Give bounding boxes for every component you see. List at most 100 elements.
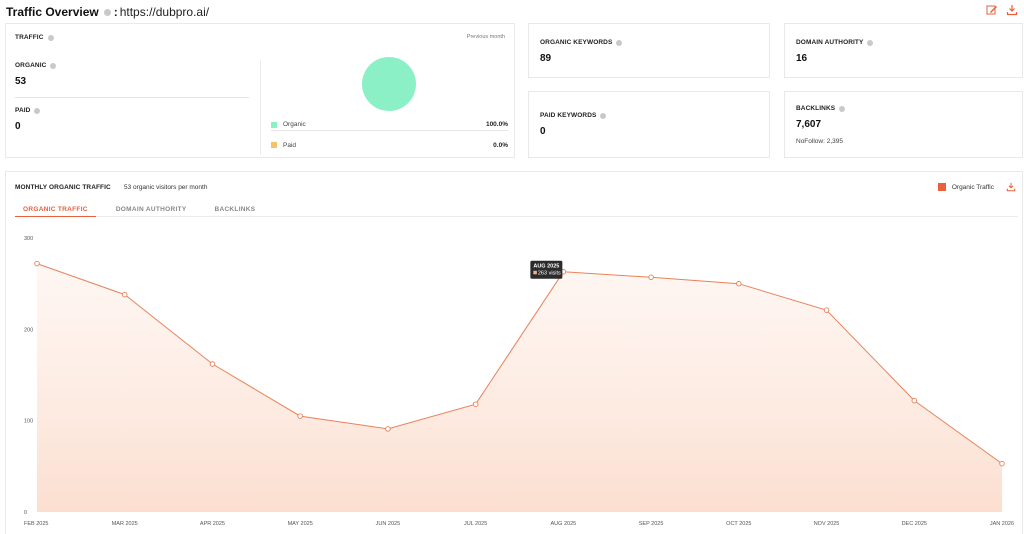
organic-label: ORGANIC (15, 62, 57, 69)
legend-swatch (937, 183, 946, 191)
info-icon[interactable] (616, 39, 623, 46)
x-tick-label: SEP 2025 (639, 521, 664, 527)
info-icon[interactable] (839, 105, 846, 112)
traffic-line (36, 263, 1003, 465)
info-icon[interactable] (34, 107, 41, 114)
info-icon[interactable] (600, 112, 607, 119)
toolbar (986, 4, 1018, 16)
data-point[interactable] (648, 274, 654, 281)
tooltip-title: AUG 2025 (533, 263, 559, 269)
traffic-label-text: TRAFFIC (15, 34, 44, 41)
data-point[interactable] (297, 413, 303, 419)
domain-url: https://dubpro.ai/ (119, 5, 210, 19)
info-icon[interactable] (47, 34, 54, 41)
paid-label: PAID (15, 107, 41, 114)
x-tick-label: DEC 2025 (902, 521, 927, 527)
y-tick-label: 300 (24, 236, 33, 242)
legend-row-organic: Organic 100.0% (271, 119, 508, 131)
chart-tooltip: AUG 2025 263 visits (530, 260, 563, 279)
organic-label-text: ORGANIC (15, 62, 47, 69)
x-tick-label: JAN 2026 (990, 521, 1014, 527)
traffic-legend: Organic 100.0% Paid 0.0% (271, 119, 508, 151)
chart-legend[interactable]: Organic Traffic (937, 183, 994, 191)
chart-tabs: ORGANIC TRAFFIC DOMAIN AUTHORITY BACKLIN… (15, 206, 1018, 217)
x-tick-label: APR 2025 (200, 521, 225, 527)
x-tick-label: NOV 2025 (814, 521, 840, 527)
title-separator: : (113, 5, 118, 19)
x-tick-label: AUG 2025 (551, 521, 577, 527)
traffic-label: TRAFFIC (15, 34, 54, 41)
legend-paid-pct: 0.0% (493, 141, 508, 149)
tooltip-background (530, 260, 563, 279)
info-icon[interactable] (103, 8, 111, 16)
tooltip-swatch (533, 270, 537, 275)
tab-organic-traffic[interactable]: ORGANIC TRAFFIC (15, 206, 96, 217)
y-tick-label: 200 (24, 327, 33, 333)
organic-keywords-label-text: ORGANIC KEYWORDS (540, 39, 613, 46)
x-tick-label: FEB 2025 (24, 521, 48, 527)
organic-swatch (271, 121, 277, 128)
y-tick-label: 100 (24, 419, 33, 425)
data-point[interactable] (34, 260, 40, 267)
data-point[interactable] (911, 397, 918, 404)
traffic-card: TRAFFIC Previous month ORGANIC 53 PAID 0… (5, 23, 515, 158)
traffic-area (37, 263, 1002, 512)
organic-keywords-value: 89 (540, 53, 552, 64)
x-tick-label: MAY 2025 (288, 521, 313, 527)
paid-keywords-card: PAID KEYWORDS 0 (528, 91, 770, 158)
monthly-subtitle: 53 organic visitors per month (124, 184, 208, 191)
backlinks-card: BACKLINKS 7,607 NoFollow: 2,395 (784, 91, 1023, 158)
organic-value: 53 (15, 76, 27, 87)
domain-authority-value: 16 (796, 53, 808, 64)
x-tick-label: JUL 2025 (464, 521, 487, 527)
organic-keywords-card: ORGANIC KEYWORDS 89 (528, 23, 770, 78)
backlinks-label: BACKLINKS (796, 105, 846, 112)
legend-row-paid: Paid 0.0% (271, 139, 508, 151)
domain-authority-label-text: DOMAIN AUTHORITY (796, 39, 864, 46)
paid-value: 0 (15, 121, 21, 132)
data-point[interactable] (736, 280, 742, 287)
domain-authority-label: DOMAIN AUTHORITY (796, 39, 874, 46)
paid-keywords-label: PAID KEYWORDS (540, 112, 607, 119)
download-icon[interactable] (1006, 4, 1018, 16)
x-tick-label: JUN 2025 (376, 521, 400, 527)
backlinks-label-text: BACKLINKS (796, 105, 836, 112)
edit-chart-icon[interactable] (986, 4, 998, 16)
data-point[interactable] (121, 291, 128, 298)
paid-swatch (271, 142, 277, 148)
info-icon[interactable] (867, 39, 874, 46)
page-header: Traffic Overview : https://dubpro.ai/ (6, 3, 209, 21)
x-tick-label: OCT 2025 (726, 521, 751, 527)
y-tick-label: 0 (24, 510, 27, 516)
data-point[interactable] (999, 460, 1005, 467)
monthly-traffic-chart[interactable]: 0 100 200 300 FEB 2025 MAR 2025 APR 2025 MAY 2… (6, 172, 1024, 534)
data-point[interactable] (823, 307, 830, 313)
period-label: Previous month (466, 34, 505, 40)
tab-backlinks[interactable]: BACKLINKS (214, 206, 256, 213)
tab-domain-authority[interactable]: DOMAIN AUTHORITY (115, 206, 187, 213)
paid-keywords-label-text: PAID KEYWORDS (540, 112, 597, 119)
backlinks-value: 7,607 (796, 119, 822, 130)
divider (15, 97, 249, 98)
nofollow-count: NoFollow: 2,395 (796, 138, 843, 145)
legend-organic-pct: 100.0% (485, 121, 508, 128)
tooltip-text: 263 visits (538, 270, 561, 276)
vertical-divider (260, 60, 261, 155)
download-icon[interactable] (1006, 182, 1016, 192)
data-point[interactable] (472, 401, 479, 407)
paid-keywords-value: 0 (540, 126, 546, 137)
monthly-title: MONTHLY ORGANIC TRAFFIC (15, 184, 111, 191)
data-point[interactable] (209, 361, 216, 367)
paid-label-text: PAID (15, 107, 31, 114)
legend-organic-name: Organic (283, 121, 306, 128)
domain-authority-card: DOMAIN AUTHORITY 16 (784, 23, 1023, 78)
organic-keywords-label: ORGANIC KEYWORDS (540, 39, 623, 46)
info-icon[interactable] (50, 62, 57, 69)
legend-label: Organic Traffic (951, 183, 994, 191)
page-title: Traffic Overview (6, 5, 99, 19)
x-tick-label: MAR 2025 (112, 521, 138, 527)
legend-paid-name: Paid (283, 141, 297, 149)
traffic-pie-chart[interactable] (362, 57, 416, 111)
monthly-traffic-card: MONTHLY ORGANIC TRAFFIC 53 organic visit… (5, 171, 1023, 534)
data-point[interactable] (385, 426, 391, 432)
